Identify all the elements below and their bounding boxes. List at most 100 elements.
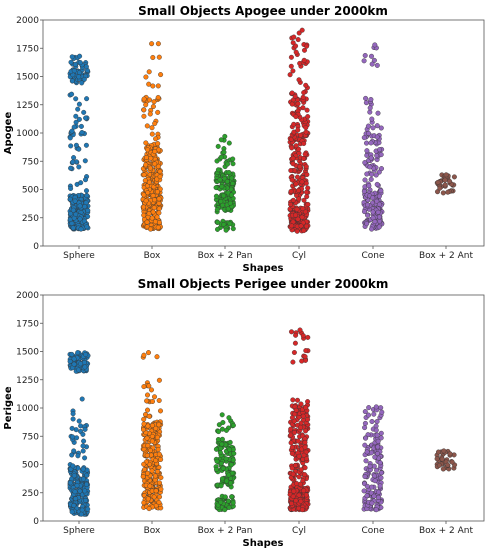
data-point <box>75 106 81 112</box>
data-point <box>230 422 236 428</box>
data-point <box>82 488 88 494</box>
data-point <box>69 128 75 134</box>
data-point <box>82 426 88 432</box>
data-point <box>227 447 233 453</box>
data-point <box>70 463 76 469</box>
data-point <box>300 413 306 419</box>
data-point <box>302 444 308 450</box>
data-point <box>145 350 151 356</box>
data-point <box>289 177 295 183</box>
data-point <box>67 480 73 486</box>
data-point <box>368 490 374 496</box>
data-point <box>362 53 368 59</box>
data-point <box>147 483 153 489</box>
data-point <box>141 113 147 119</box>
data-point <box>230 161 236 167</box>
data-point <box>219 412 225 418</box>
data-point <box>369 171 375 177</box>
data-point <box>144 398 150 404</box>
data-point <box>150 193 156 199</box>
series-sphere <box>67 53 91 232</box>
data-point <box>436 449 442 455</box>
data-point <box>368 176 374 182</box>
data-point <box>362 442 368 448</box>
data-point <box>442 177 448 183</box>
data-point <box>362 425 368 431</box>
data-point <box>147 226 153 232</box>
data-point <box>367 463 373 469</box>
data-point <box>213 193 219 199</box>
data-point <box>304 172 310 178</box>
data-point <box>226 415 232 421</box>
data-point <box>146 81 152 87</box>
data-point <box>149 41 155 47</box>
data-point <box>76 74 82 80</box>
data-point <box>154 434 160 440</box>
data-point <box>141 96 147 102</box>
data-point <box>141 192 147 198</box>
data-point <box>227 221 233 227</box>
data-point <box>369 53 375 59</box>
y-tick-label: 1250 <box>16 101 39 111</box>
data-point <box>218 198 224 204</box>
data-point <box>218 445 224 451</box>
data-point <box>361 488 367 494</box>
data-point <box>141 384 147 390</box>
data-point <box>143 102 149 108</box>
data-point <box>372 478 378 484</box>
data-point <box>84 224 90 230</box>
data-point <box>153 136 159 142</box>
data-point <box>143 162 149 168</box>
data-point <box>78 361 84 367</box>
data-point <box>225 498 231 504</box>
data-point <box>288 167 294 173</box>
data-point <box>296 474 302 480</box>
data-point <box>369 116 375 122</box>
data-point <box>291 488 297 494</box>
data-point <box>290 40 296 46</box>
data-point <box>223 456 229 462</box>
data-point <box>290 493 296 499</box>
data-point <box>152 219 158 225</box>
data-point <box>222 494 228 500</box>
data-point <box>301 155 307 161</box>
y-tick-label: 2000 <box>16 291 39 301</box>
data-point <box>293 212 299 218</box>
data-point <box>371 493 377 499</box>
data-point <box>363 100 369 106</box>
data-point <box>293 181 299 187</box>
data-point <box>76 418 82 424</box>
y-tick-label: 750 <box>22 432 39 442</box>
data-point <box>217 177 223 183</box>
data-point <box>77 53 83 59</box>
x-axis-ticks: Sphere Box Box + 2 Pan Cyl Cone Box + 2 Ant <box>63 521 473 536</box>
data-point <box>218 483 224 489</box>
chart-title: Small Objects Perigee under 2000km <box>138 277 389 291</box>
data-point <box>369 61 375 67</box>
data-point <box>287 72 293 78</box>
data-point <box>289 451 295 457</box>
data-point <box>68 59 74 65</box>
data-point <box>228 462 234 468</box>
data-point <box>82 177 88 183</box>
data-point <box>152 473 158 479</box>
data-point <box>374 181 380 187</box>
data-point <box>374 467 380 473</box>
data-point <box>151 205 157 211</box>
data-point <box>146 97 152 103</box>
data-point <box>82 158 88 164</box>
data-point <box>67 196 73 202</box>
data-point <box>374 134 380 140</box>
data-point <box>361 58 367 64</box>
x-tick-label: Cone <box>361 526 384 536</box>
x-tick-label: Cone <box>361 251 384 261</box>
data-point <box>363 95 369 101</box>
data-point <box>80 448 86 454</box>
data-point <box>371 463 377 469</box>
data-point <box>302 47 308 53</box>
data-point <box>362 177 368 183</box>
data-point <box>156 500 162 506</box>
data-point <box>217 450 223 456</box>
data-point <box>305 334 311 340</box>
data-point <box>69 425 75 431</box>
